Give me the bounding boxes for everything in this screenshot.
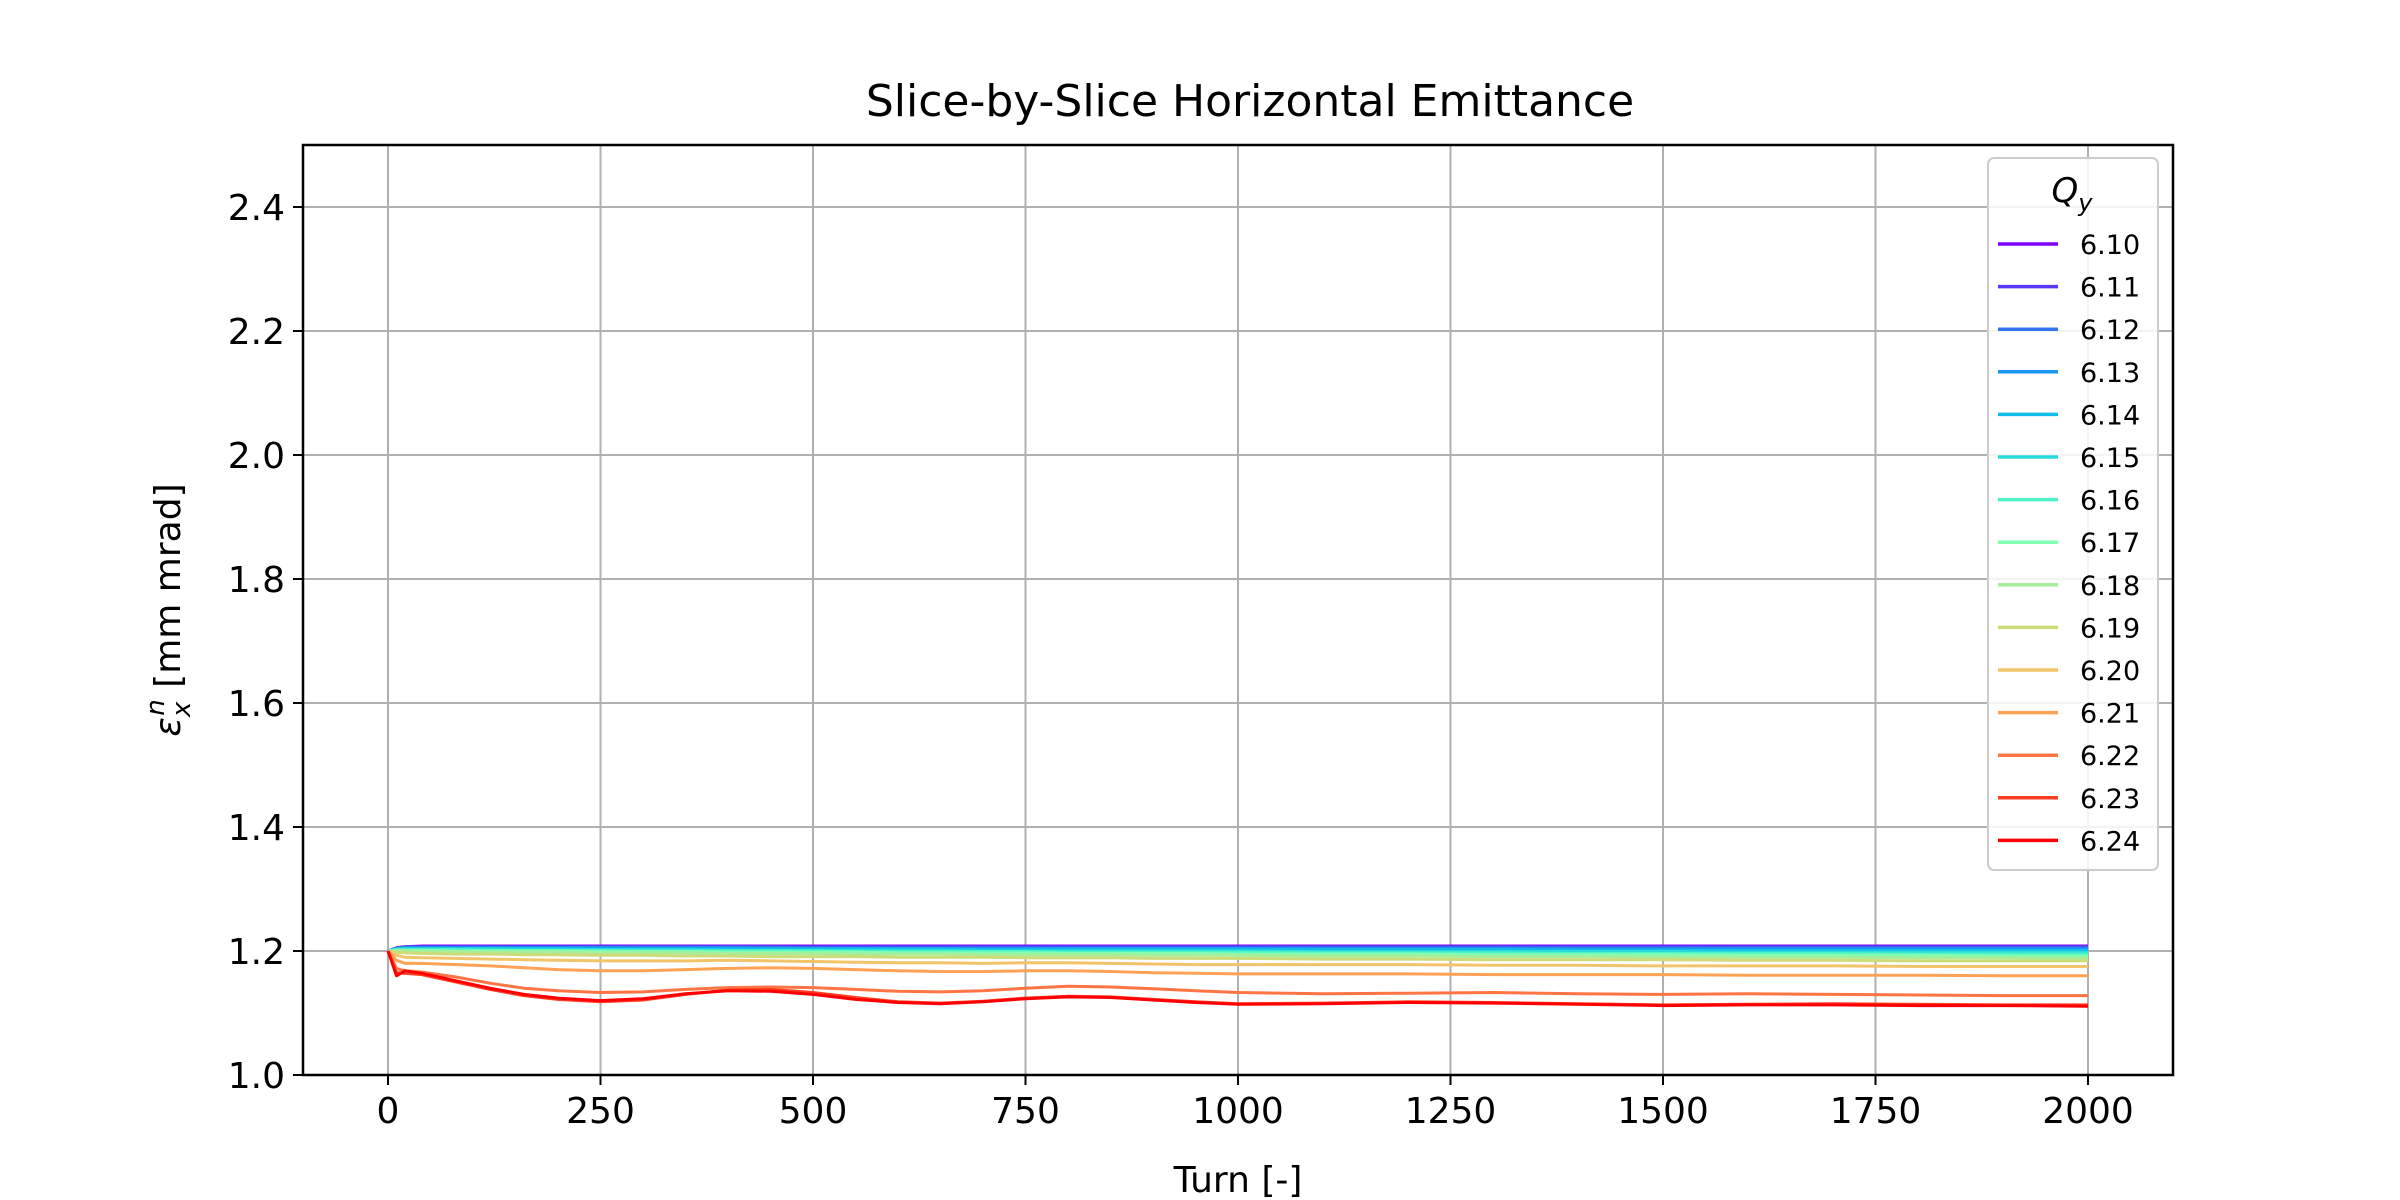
legend-items: 6.10 6.11 6.12 6.13 6.14 6.15 6.16 6.17 6.18 6.19… [1998,230,2140,857]
x-tick-label: 1000 [1192,1091,1284,1132]
legend-box [1987,157,2159,871]
x-tick-label: 1250 [1405,1091,1497,1132]
x-tick-label: 0 [377,1091,400,1132]
legend-label: 6.14 [2080,400,2140,431]
legend-label: 6.16 [2080,486,2140,517]
legend-label: 6.24 [2080,826,2140,857]
x-tick-label: 2000 [2042,1091,2134,1132]
legend-title-symbol: Q [2052,171,2079,211]
series-line-6.22 [386,950,2088,998]
legend-title: Qy [2052,171,2094,217]
x-tick-label: 1750 [1830,1091,1922,1132]
legend-label: 6.22 [2080,741,2140,772]
series-line-6.21 [386,949,2088,978]
legend-label: 6.17 [2080,528,2140,559]
x-tick-label: 500 [779,1091,848,1132]
x-tick-label: 1500 [1617,1091,1709,1132]
x-axis: 0 250 500 750 1000 1250 1500 1750 2000 [377,1075,2134,1132]
legend: Qy 6.106.116.126.136.146.156.166.176.186… [1987,157,2159,871]
x-tick-label: 750 [991,1091,1060,1132]
chart-title: Slice-by-Slice Horizontal Emittance [866,76,1634,127]
x-axis-label: Turn [-] [1173,1160,1303,1200]
y-tick-label: 2.4 [228,188,285,229]
legend-label: 6.18 [2080,571,2140,602]
legend-label: 6.21 [2080,699,2140,730]
x-tick-label: 250 [566,1091,635,1132]
legend-label: 6.20 [2080,656,2140,687]
y-axis-label-sup: n [141,699,171,715]
y-tick-label: 1.2 [228,932,285,973]
y-tick-label: 2.0 [228,436,285,477]
grid [303,145,2173,1075]
y-axis-label-sub: x [167,701,197,718]
series-line-6.18 [388,949,2089,960]
legend-label: 6.12 [2080,315,2140,346]
legend-label: 6.19 [2080,613,2140,644]
legend-label: 6.10 [2080,230,2140,261]
y-axis-label-unit: [mm mrad] [148,483,189,699]
y-axis-label: εxn [mm mrad] [141,483,197,736]
y-tick-label: 1.8 [228,560,285,601]
y-axis-label-symbol: ε [148,717,189,736]
series-line-6.19 [387,949,2088,963]
y-axis: 1.0 1.2 1.4 1.6 1.8 2.0 2.2 2.4 [228,188,303,1097]
legend-label: 6.13 [2080,358,2140,389]
series-layer [386,944,2089,1008]
legend-label: 6.15 [2080,443,2140,474]
y-tick-label: 1.0 [228,1056,285,1097]
legend-label: 6.23 [2080,784,2140,815]
y-tick-label: 2.2 [228,312,285,353]
series-line-6.24 [386,950,2089,1008]
series-line-6.20 [387,949,2088,968]
legend-label: 6.11 [2080,273,2140,304]
y-tick-label: 1.6 [228,684,285,725]
y-tick-label: 1.4 [228,808,285,849]
legend-title-sub: y [2077,189,2093,217]
